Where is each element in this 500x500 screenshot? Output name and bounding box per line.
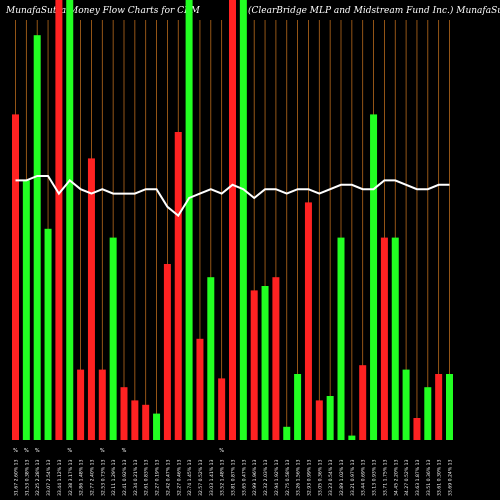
x-tick-label: 32.89 1.02% 13 <box>339 459 345 496</box>
x-tick-label: 31.53 0.38% 13 <box>24 459 30 496</box>
x-tick-label: 32.27 0.46% 13 <box>176 459 182 496</box>
money-flow-bar <box>326 396 334 440</box>
money-flow-bar <box>33 35 41 440</box>
x-tick-label: 32.38 3.17% 13 <box>68 459 74 496</box>
x-tick-label: 32.99 1.96% 13 <box>252 459 258 496</box>
money-flow-bar <box>185 0 193 440</box>
money-flow-bar <box>12 114 19 441</box>
x-tick-label: 32.86 1.48% 13 <box>79 459 85 496</box>
x-tick-label: 32.94 1.92% 13 <box>274 459 280 496</box>
x-tick-label: 33.51 0.36% 13 <box>426 459 432 496</box>
x-tick-label: 32.53 0.73% 13 <box>100 459 106 496</box>
x-tick-label: 32.75 0.58% 13 <box>285 459 291 496</box>
money-flow-bar <box>229 0 236 440</box>
bar-mark: % <box>100 448 105 454</box>
money-flow-bar <box>272 277 280 440</box>
money-flow-bar <box>337 237 345 440</box>
money-flow-bar <box>196 338 204 440</box>
x-tick-label: 33.26 1.56% 13 <box>296 459 302 496</box>
x-tick-label: 32.57 0.52% 13 <box>198 459 204 496</box>
money-flow-bar <box>174 132 182 440</box>
x-tick-label: 33.44 1.12% 13 <box>57 459 63 496</box>
x-tick-label: 32.32 2.03% 13 <box>263 459 269 496</box>
money-flow-bar <box>120 387 128 440</box>
money-flow-bar <box>109 237 117 440</box>
x-tick-label: 33.65 0.47% 13 <box>241 459 247 496</box>
x-tick-label: 33.61 0.30% 13 <box>437 459 443 496</box>
x-tick-label: 32.34 0.21% 13 <box>133 459 139 496</box>
money-flow-bar <box>44 228 52 440</box>
x-tick-label: 33.81 0.87% 13 <box>231 459 237 496</box>
bar-mark: % <box>122 448 127 454</box>
money-flow-bar <box>131 400 139 440</box>
money-flow-bar <box>77 369 85 440</box>
money-flow-bar <box>66 0 74 440</box>
money-flow-bar <box>315 400 323 440</box>
money-flow-bar <box>446 374 453 440</box>
bar-mark: % <box>219 448 224 454</box>
x-tick-label: 33.23 0.54% 13 <box>328 459 334 496</box>
bar-mark: % <box>13 448 18 454</box>
money-flow-bar <box>380 237 388 440</box>
money-flow-bar <box>153 413 161 440</box>
x-tick-label: 31.67 2.60% 13 <box>14 459 20 496</box>
price-line <box>15 175 450 218</box>
money-flow-bar <box>55 0 63 440</box>
money-flow-bar <box>163 264 171 440</box>
money-flow-bar <box>424 387 432 440</box>
money-flow-bar <box>98 369 106 440</box>
x-tick-label: 33.63 1.87% 13 <box>415 459 421 496</box>
x-tick-label: 32.93 0.99% 13 <box>306 459 312 496</box>
money-flow-bar <box>239 0 247 440</box>
money-flow-bar <box>22 180 30 440</box>
x-tick-label: 32.27 0.19% 13 <box>155 459 161 496</box>
x-tick-label: 34.45 2.20% 13 <box>393 459 399 496</box>
money-flow-bar <box>283 426 291 440</box>
x-tick-label: 33.71 1.75% 13 <box>382 459 388 496</box>
x-tick-label: 33.44 0.69% 13 <box>361 459 367 496</box>
money-flow-bar <box>391 237 399 440</box>
money-flow-bar <box>435 374 443 440</box>
money-flow-bar <box>304 202 312 440</box>
x-tick-label: 32.25 2.28% 13 <box>35 459 41 496</box>
money-flow-bar <box>261 286 269 440</box>
bar-mark: % <box>35 448 40 454</box>
money-flow-bar <box>348 435 356 440</box>
x-tick-label: 32.42 0.47% 13 <box>165 459 171 496</box>
money-flow-bar <box>87 158 95 440</box>
money-flow-bar <box>250 290 258 440</box>
x-tick-label: 33.69 0.24% 13 <box>448 459 454 496</box>
chart-subtitle: (ClearBridge MLP and Midstream Fund Inc.… <box>248 6 500 16</box>
x-tick-label: 33.03 1.41% 13 <box>209 459 215 496</box>
money-flow-bar <box>218 378 226 440</box>
x-tick-label: 32.61 0.83% 13 <box>144 459 150 496</box>
money-flow-bar <box>359 365 367 440</box>
x-tick-label: 32.11 1.29% 13 <box>111 459 117 496</box>
x-tick-label: 33.05 0.36% 13 <box>317 459 323 496</box>
x-tick-label: 33.07 2.54% 13 <box>46 459 52 496</box>
x-tick-label: 32.74 1.45% 13 <box>187 459 193 496</box>
money-flow-bar <box>142 404 150 440</box>
bar-mark: % <box>67 448 72 454</box>
money-flow-bar <box>370 114 378 441</box>
x-tick-label: 34.27 0.52% 13 <box>404 459 410 496</box>
x-tick-label: 33.52 1.48% 13 <box>220 459 226 496</box>
money-flow-bar <box>207 277 215 440</box>
x-tick-label: 33.13 0.93% 13 <box>372 459 378 496</box>
money-flow-bar <box>294 374 302 440</box>
chart-title: MunafaSutra Money Flow Charts for CEM <box>6 6 200 16</box>
money-flow-bar <box>413 418 421 440</box>
x-tick-label: 32.41 0.92% 13 <box>122 459 128 496</box>
bar-mark: % <box>24 448 29 454</box>
x-tick-label: 33.21 0.97% 13 <box>350 459 356 496</box>
x-tick-label: 32.77 2.40% 13 <box>89 459 95 496</box>
money-flow-bar <box>402 369 410 440</box>
